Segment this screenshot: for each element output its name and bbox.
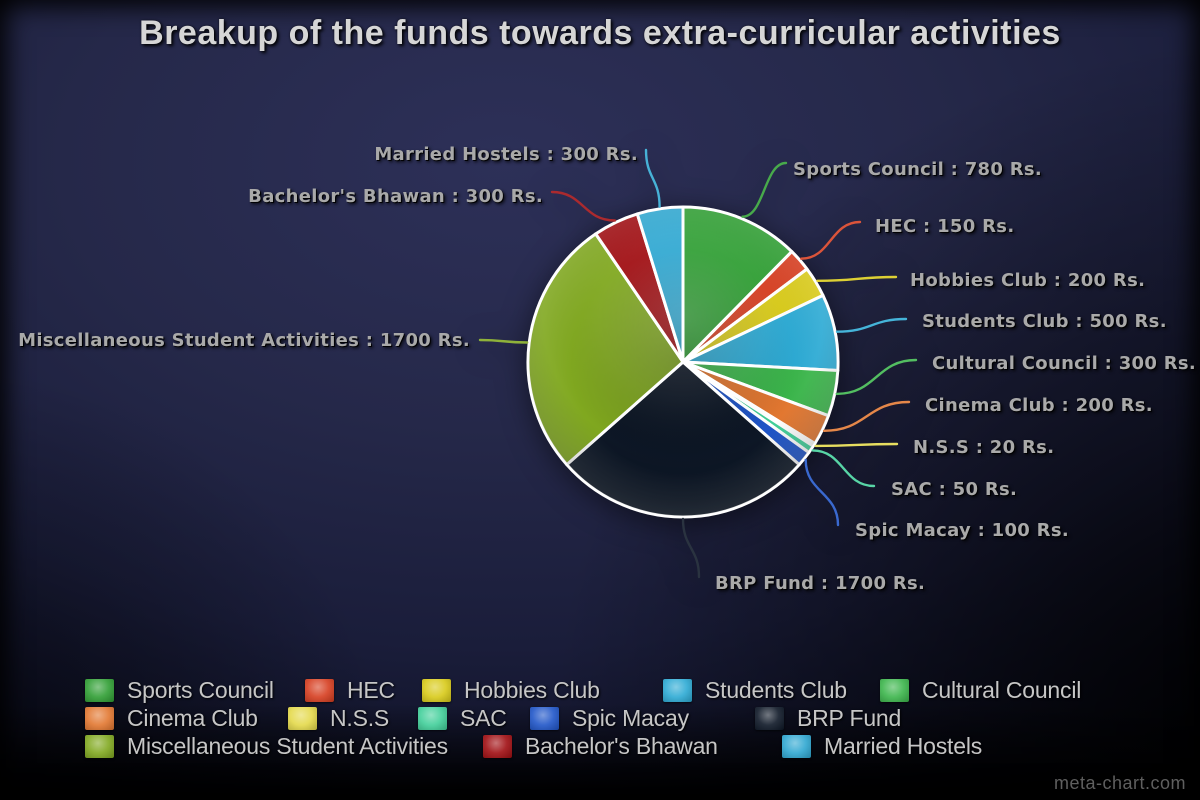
slice-label-n-s-s: N.S.S : 20 Rs.	[913, 437, 1055, 458]
legend-label: SAC	[460, 705, 507, 731]
legend-swatch-students-club	[663, 678, 692, 702]
watermark-meta-chart: meta-chart.com	[1053, 773, 1186, 793]
legend-item-cinema-club: Cinema Club	[85, 706, 258, 730]
leader-line-hobbies-club	[816, 275, 898, 282]
legend-label: BRP Fund	[797, 705, 902, 731]
legend-label: Students Club	[705, 677, 847, 703]
leader-line-brp-fund	[681, 517, 701, 579]
legend-swatch-sac	[418, 706, 447, 730]
legend-swatch-miscellaneous-student-activities	[85, 734, 114, 758]
legend-label: Cultural Council	[922, 677, 1082, 703]
legend-item-hec: HEC	[305, 678, 395, 702]
leader-line-n-s-s	[814, 442, 899, 448]
legend-swatch-n-s-s	[288, 706, 317, 730]
slice-label-miscellaneous-student-activities: Miscellaneous Student Activities : 1700 …	[18, 330, 470, 351]
leader-line-cinema-club	[822, 400, 911, 432]
legend-item-cultural-council: Cultural Council	[880, 678, 1081, 702]
legend-swatch-spic-macay	[530, 706, 559, 730]
slice-label-married-hostels: Married Hostels : 300 Rs.	[374, 144, 638, 165]
legend-swatch-brp-fund	[755, 706, 784, 730]
legend-label: Hobbies Club	[464, 677, 600, 703]
leader-line-sports-council	[741, 161, 788, 218]
legend-swatch-bachelor-s-bhawan	[483, 734, 512, 758]
legend-item-married-hostels: Married Hostels	[782, 734, 982, 758]
leader-line-spic-macay	[804, 458, 840, 527]
legend-label: HEC	[347, 677, 395, 703]
slice-label-hec: HEC : 150 Rs.	[875, 216, 1015, 237]
leader-line-cultural-council	[835, 358, 918, 396]
slice-label-cinema-club: Cinema Club : 200 Rs.	[925, 395, 1153, 416]
leader-line-married-hostels	[644, 148, 661, 208]
legend-item-miscellaneous-student-activities: Miscellaneous Student Activities	[85, 734, 448, 758]
legend-label: Spic Macay	[572, 705, 689, 731]
legend-label: Sports Council	[127, 677, 274, 703]
legend-item-n-s-s: N.S.S	[288, 706, 389, 730]
legend-swatch-cinema-club	[85, 706, 114, 730]
slice-label-sports-council: Sports Council : 780 Rs.	[793, 159, 1043, 180]
leader-line-miscellaneous-student-activities	[478, 338, 529, 344]
legend-swatch-sports-council	[85, 678, 114, 702]
leader-line-bachelor-s-bhawan	[550, 190, 617, 222]
legend-label: Miscellaneous Student Activities	[127, 733, 448, 759]
slice-label-sac: SAC : 50 Rs.	[891, 479, 1018, 500]
legend-label: N.S.S	[330, 705, 390, 731]
legend-item-sac: SAC	[418, 706, 507, 730]
legend-swatch-cultural-council	[880, 678, 909, 702]
leader-line-sac	[811, 449, 876, 488]
legend-item-sports-council: Sports Council	[85, 678, 274, 702]
legend-item-students-club: Students Club	[663, 678, 847, 702]
legend-swatch-hec	[305, 678, 334, 702]
slice-label-hobbies-club: Hobbies Club : 200 Rs.	[910, 270, 1146, 291]
slice-label-students-club: Students Club : 500 Rs.	[922, 311, 1167, 332]
slice-label-cultural-council: Cultural Council : 300 Rs.	[932, 353, 1197, 374]
legend-item-hobbies-club: Hobbies Club	[422, 678, 600, 702]
leader-line-hec	[800, 220, 862, 260]
legend-item-spic-macay: Spic Macay	[530, 706, 689, 730]
slice-label-brp-fund: BRP Fund : 1700 Rs.	[715, 573, 926, 594]
legend-item-brp-fund: BRP Fund	[755, 706, 901, 730]
leader-line-students-club	[835, 317, 908, 333]
legend-label: Cinema Club	[127, 705, 258, 731]
legend-label: Bachelor's Bhawan	[525, 733, 718, 759]
slice-label-bachelor-s-bhawan: Bachelor's Bhawan : 300 Rs.	[248, 186, 543, 207]
legend-label: Married Hostels	[824, 733, 983, 759]
legend-swatch-married-hostels	[782, 734, 811, 758]
legend-swatch-hobbies-club	[422, 678, 451, 702]
legend-item-bachelor-s-bhawan: Bachelor's Bhawan	[483, 734, 718, 758]
chart-title: Breakup of the funds towards extra-curri…	[139, 14, 1061, 52]
slice-label-spic-macay: Spic Macay : 100 Rs.	[855, 520, 1069, 541]
